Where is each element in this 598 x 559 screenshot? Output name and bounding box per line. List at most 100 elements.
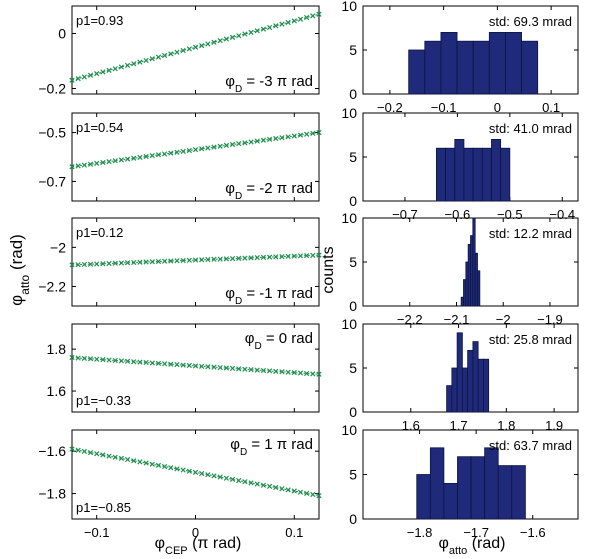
data-point <box>69 354 75 361</box>
data-point <box>229 34 236 40</box>
data-point <box>124 62 131 69</box>
data-point <box>94 261 100 267</box>
histogram-bar <box>481 147 492 202</box>
panel-left-2: −0.7 −0.5 p1=0.54 φD = -2 π rad <box>38 112 322 202</box>
data-point <box>285 487 291 493</box>
series-line <box>71 254 320 266</box>
y-tick-label: 0 <box>349 298 357 314</box>
data-point <box>260 26 267 32</box>
data-point <box>100 159 106 166</box>
x-tick-label: −1.7 <box>463 525 489 540</box>
data-point <box>316 252 322 258</box>
data-point <box>106 260 112 267</box>
data-point <box>69 77 75 83</box>
data-point <box>192 147 199 153</box>
data-point <box>199 257 205 263</box>
series-line <box>71 357 320 375</box>
data-point <box>236 33 242 39</box>
histogram-bar <box>457 456 472 520</box>
std-annotation: std: 69.3 mrad <box>489 14 572 29</box>
p1-annotation: p1=−0.33 <box>76 393 131 408</box>
data-point <box>304 14 310 21</box>
data-point <box>279 21 285 27</box>
data-point <box>279 369 285 375</box>
data-point <box>168 51 174 57</box>
data-point <box>304 370 310 377</box>
data-point <box>217 474 223 480</box>
histogram-bar <box>463 147 474 202</box>
data-point <box>242 31 248 37</box>
y-tick-label: −1.6 <box>38 443 66 459</box>
data-point <box>75 447 81 453</box>
p1-annotation: p1=0.54 <box>76 120 123 135</box>
panel-right-4: 0 5 10 1.6 1.7 1.8 1.9 std: 25.8 mrad <box>341 316 579 433</box>
histogram-bar <box>472 40 490 95</box>
data-point <box>248 255 254 261</box>
data-point <box>192 469 199 476</box>
data-point <box>279 135 285 141</box>
data-point <box>223 475 229 481</box>
x-tick-label: 1.9 <box>545 418 563 433</box>
data-point <box>106 357 112 363</box>
data-point <box>285 134 291 140</box>
data-point <box>192 257 199 263</box>
panel-left-3: −2.2 −2 p1=0.12 φD = -1 π rad <box>38 217 322 307</box>
data-point <box>174 362 180 368</box>
y-tick-label: 10 <box>341 422 357 438</box>
x-tick-label: −0.7 <box>392 207 418 222</box>
data-point <box>162 52 168 59</box>
histogram-bar <box>472 147 483 202</box>
histogram-bar <box>440 32 458 95</box>
data-point <box>242 140 248 146</box>
histogram-bar <box>497 465 513 520</box>
data-point <box>87 356 94 362</box>
data-point <box>316 493 322 499</box>
data-point <box>199 363 205 369</box>
data-point <box>279 253 285 260</box>
x-tick-label: 0.1 <box>285 525 303 540</box>
data-point <box>124 156 131 162</box>
data-point <box>310 130 316 137</box>
histogram-bar <box>477 358 484 413</box>
histogram-bar <box>482 358 490 413</box>
data-point <box>260 482 267 488</box>
data-point <box>81 355 87 361</box>
histogram-bar <box>491 138 502 202</box>
data-point <box>192 363 199 369</box>
data-point <box>304 131 310 137</box>
data-point <box>242 479 248 485</box>
data-point <box>162 361 168 367</box>
x-tick-label: 1.8 <box>497 418 515 433</box>
data-point <box>273 254 279 260</box>
data-point <box>291 488 297 494</box>
data-point <box>242 255 248 261</box>
data-point <box>106 159 112 165</box>
data-point <box>143 460 149 466</box>
data-point <box>254 254 260 261</box>
histogram-bar <box>445 147 456 202</box>
data-point <box>291 18 297 24</box>
x-tick-label: −2 <box>496 312 511 327</box>
data-point <box>174 49 180 55</box>
y-tick-label: 5 <box>349 254 357 270</box>
histogram-bar <box>416 474 431 520</box>
data-point <box>131 155 137 161</box>
histogram-bar <box>488 32 506 95</box>
y-tick-label: 10 <box>341 0 357 14</box>
left-x-axis-label: φCEP (π rad) <box>155 535 242 557</box>
data-point <box>316 129 322 136</box>
y-tick-label: 5 <box>349 42 357 58</box>
p1-annotation: p1=0.93 <box>76 13 123 28</box>
panel-left-4: 1.6 1.8 p1=−0.33 φD = 0 rad <box>47 323 322 413</box>
data-point <box>143 153 149 160</box>
data-point <box>69 262 75 268</box>
histogram-bar <box>429 447 445 520</box>
data-point <box>106 67 112 73</box>
data-point <box>229 255 236 262</box>
data-point <box>248 139 254 145</box>
data-point <box>217 256 223 262</box>
x-tick-label: 0 <box>192 525 199 540</box>
data-point <box>124 260 131 266</box>
data-point <box>81 162 87 168</box>
data-point <box>186 362 192 369</box>
